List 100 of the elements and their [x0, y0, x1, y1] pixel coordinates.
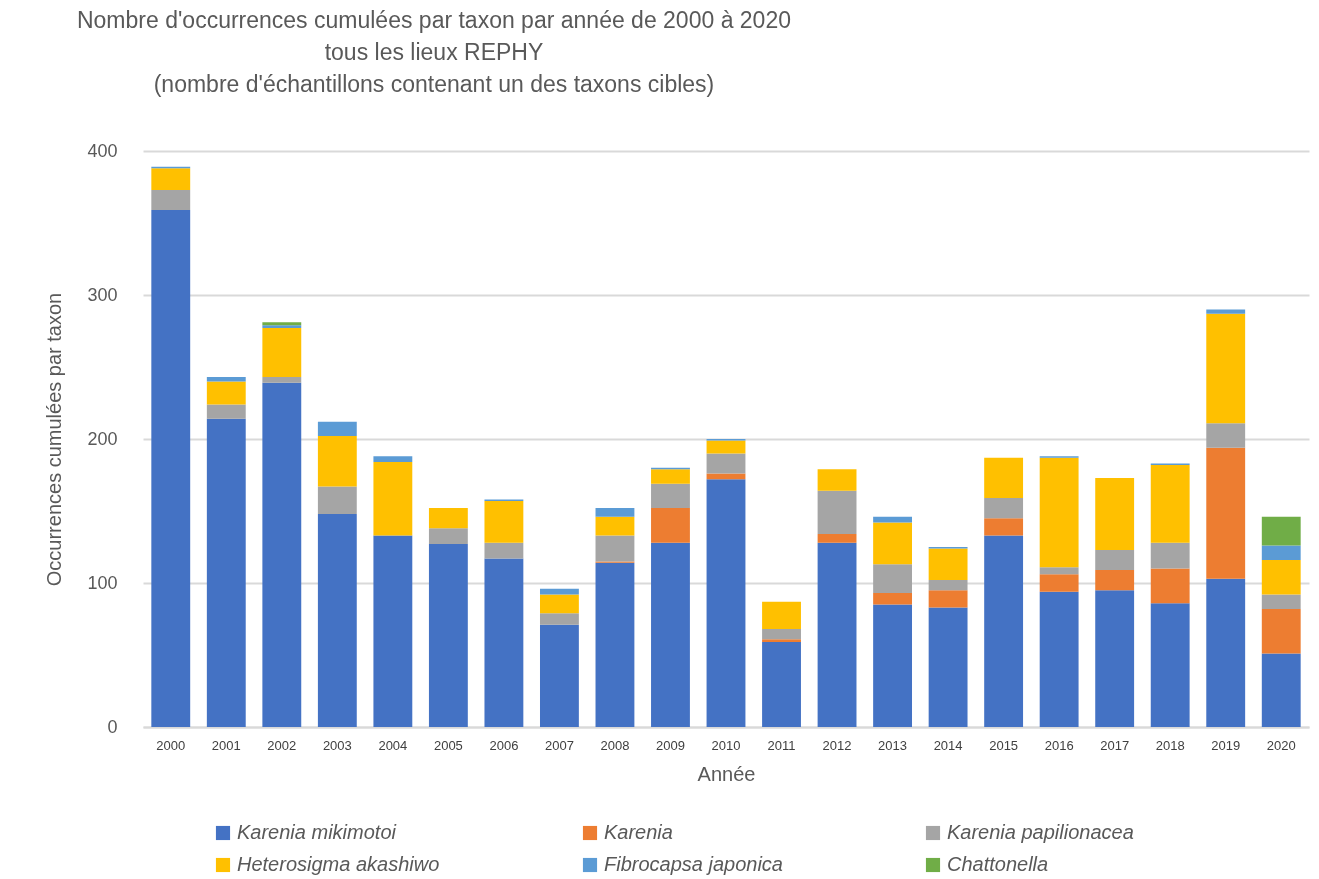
bar — [595, 508, 635, 517]
bar — [928, 580, 968, 591]
bar — [484, 558, 524, 727]
bar — [1150, 542, 1190, 569]
x-tick-label: 2005 — [433, 737, 463, 753]
bar — [706, 479, 746, 727]
x-tick-label: 2019 — [1211, 737, 1241, 753]
bar — [373, 456, 413, 463]
bar — [373, 462, 413, 536]
bar — [540, 588, 579, 595]
bar — [873, 564, 912, 594]
x-tick-label: 2006 — [489, 737, 519, 753]
bar — [1261, 516, 1301, 546]
bar — [1206, 578, 1246, 727]
bar — [262, 328, 302, 378]
bar — [873, 593, 912, 605]
bar — [984, 518, 1024, 536]
bar — [873, 522, 912, 565]
x-tick-label: 2012 — [822, 737, 852, 753]
bar — [1095, 549, 1135, 571]
x-axis-title: Année — [697, 762, 756, 785]
bar — [817, 490, 857, 535]
bar — [651, 508, 690, 543]
x-tick-label: 2015 — [989, 737, 1019, 753]
x-tick-label: 2007 — [544, 737, 574, 753]
x-tick-label: 2001 — [211, 737, 241, 753]
y-tick-label: 300 — [87, 284, 118, 305]
bar — [1206, 309, 1246, 314]
chart-title: Nombre d'occurrences cumulées par taxon par année de 2000 à 2020 — [76, 7, 791, 33]
bar — [651, 483, 690, 509]
bar — [373, 535, 413, 727]
bar — [1206, 447, 1246, 579]
x-tick-label: 2016 — [1044, 737, 1074, 753]
bar — [1039, 457, 1079, 568]
bar — [428, 508, 468, 529]
bar — [1095, 477, 1135, 550]
x-tick-label: 2017 — [1100, 737, 1130, 753]
bar — [984, 535, 1024, 727]
x-tick-label: 2011 — [767, 737, 796, 753]
bar — [595, 562, 635, 727]
bar — [1261, 594, 1301, 609]
x-tick-label: 2000 — [156, 737, 186, 753]
x-tick-label: 2013 — [878, 737, 908, 753]
bar — [706, 440, 746, 454]
bar — [428, 544, 468, 727]
bar — [151, 168, 191, 190]
legend-label: Karenia papilionacea — [947, 821, 1134, 843]
bar — [262, 377, 302, 383]
y-tick-label: 0 — [107, 716, 118, 737]
bar — [151, 210, 191, 727]
bar — [317, 486, 357, 514]
bar — [1261, 653, 1301, 727]
bar — [984, 457, 1024, 499]
x-tick-label: 2018 — [1155, 737, 1185, 753]
bar — [151, 189, 191, 211]
bar — [317, 421, 357, 437]
bar — [540, 594, 579, 614]
y-tick-label: 200 — [87, 428, 118, 449]
bar — [317, 436, 357, 487]
bar — [1206, 313, 1246, 424]
bar — [817, 534, 857, 543]
bar — [762, 629, 801, 640]
bar — [540, 613, 579, 625]
bar — [817, 469, 857, 491]
bar — [1039, 591, 1079, 727]
bar — [1095, 590, 1135, 727]
legend-label: Heterosigma akashiwo — [237, 853, 440, 875]
bar — [206, 418, 246, 727]
bar — [206, 377, 246, 382]
bar — [484, 542, 524, 559]
bar — [262, 382, 302, 727]
x-tick-label: 2002 — [267, 737, 297, 753]
x-tick-label: 2009 — [656, 737, 685, 753]
bar — [595, 516, 635, 536]
bar — [762, 639, 801, 643]
x-tick-label: 2020 — [1266, 737, 1296, 753]
bar — [206, 381, 246, 405]
bar — [1150, 464, 1190, 543]
bar — [873, 516, 912, 523]
x-tick-label: 2003 — [322, 737, 352, 753]
bar — [762, 642, 801, 727]
bar — [317, 513, 357, 727]
bar — [1039, 567, 1079, 575]
bar — [1095, 570, 1135, 591]
bar — [984, 498, 1024, 519]
bar — [1261, 608, 1301, 654]
bar — [595, 535, 635, 562]
bar — [1206, 423, 1246, 448]
chart-subtitle: tous les lieux REPHY (nombre d'échantillons contenant un des taxons cibles) — [153, 39, 715, 97]
bar — [651, 469, 690, 484]
bar — [540, 624, 579, 727]
bar — [1039, 574, 1079, 592]
bar — [762, 601, 801, 630]
bar — [706, 453, 746, 474]
legend-label: Karenia mikimotoi — [237, 821, 397, 843]
legend-label: Fibrocapsa japonica — [604, 853, 783, 875]
bar — [206, 404, 246, 419]
x-tick-label: 2014 — [933, 737, 963, 753]
x-tick-label: 2004 — [378, 737, 408, 753]
y-tick-label: 400 — [87, 140, 118, 161]
